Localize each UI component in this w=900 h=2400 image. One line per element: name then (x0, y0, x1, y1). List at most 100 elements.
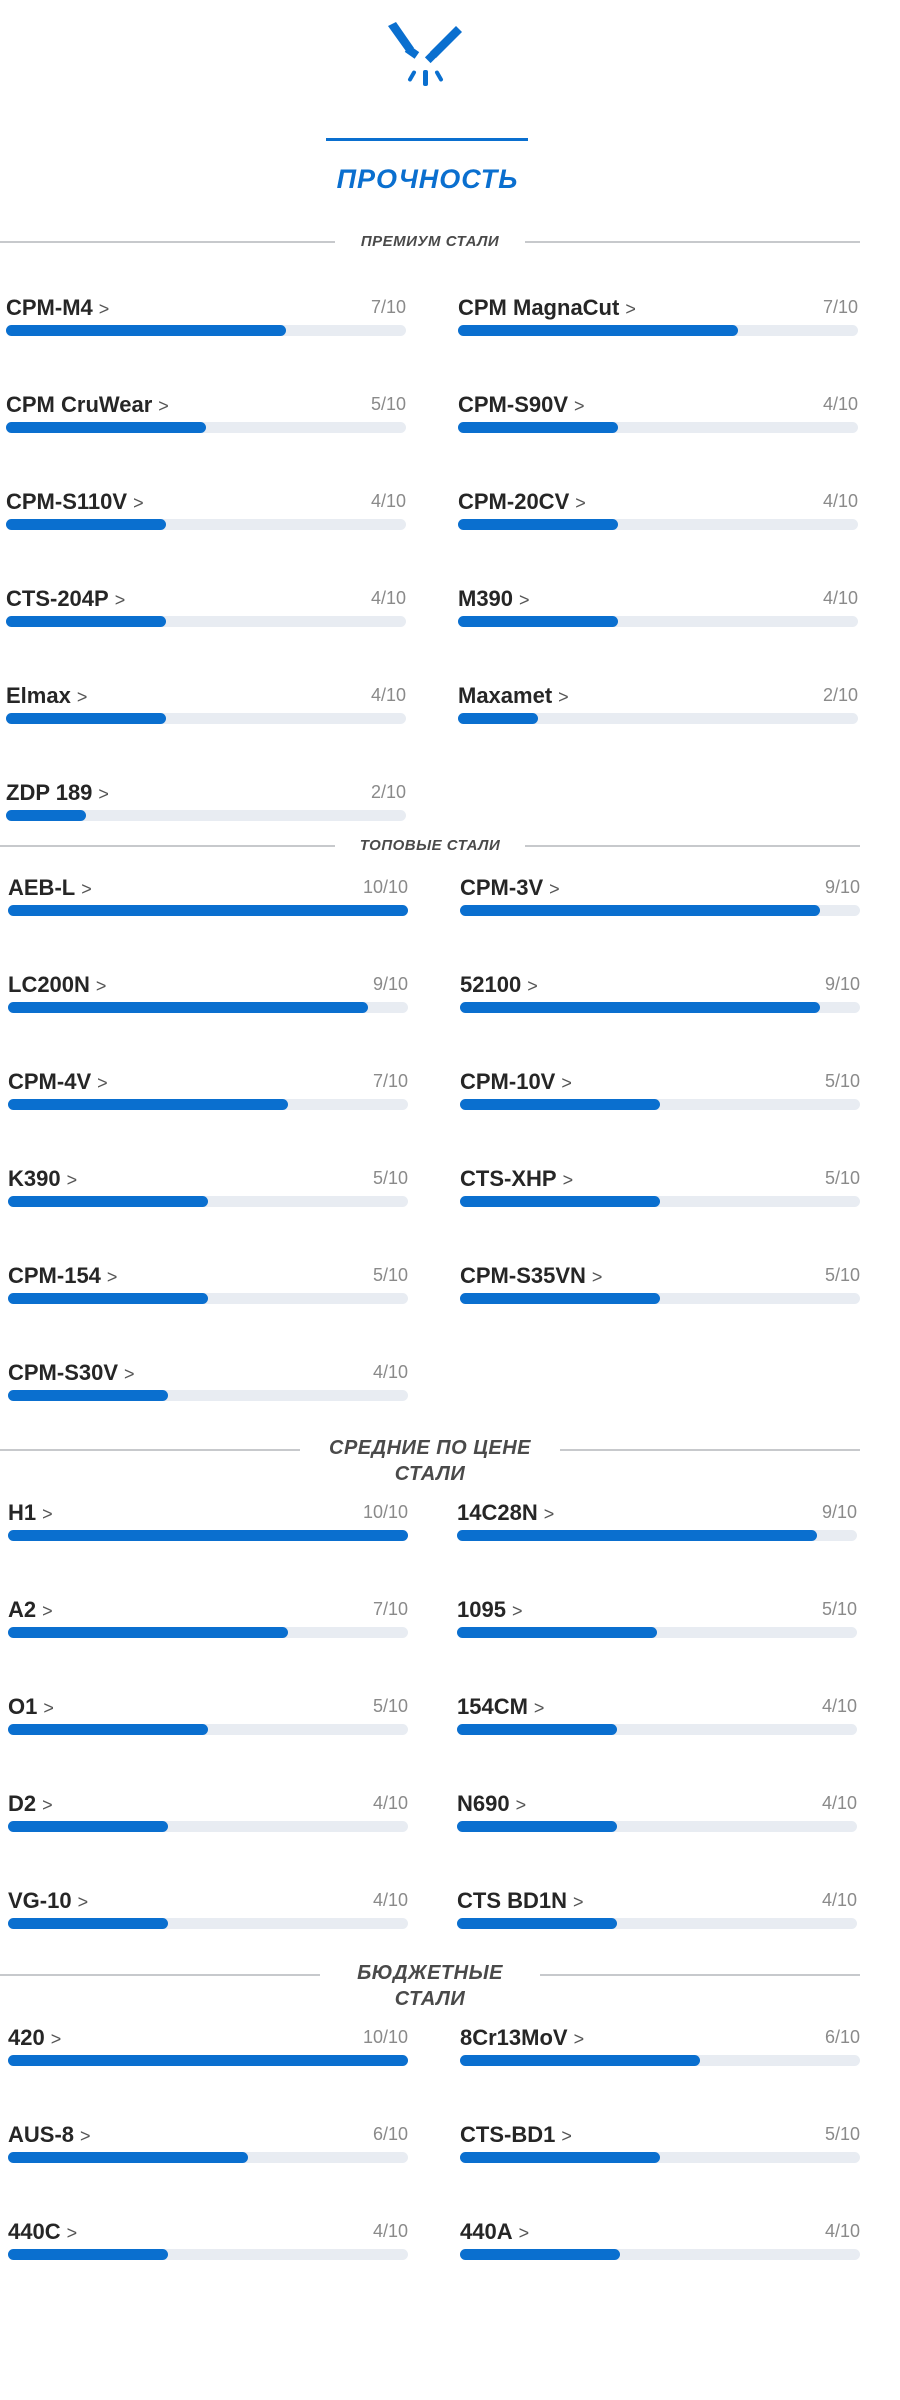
steel-name-link[interactable]: ZDP 189 > (6, 780, 109, 806)
steel-name-link[interactable]: CPM-154 > (8, 1263, 117, 1289)
steel-rating-item[interactable]: CTS-BD1 >5/10 (460, 2122, 860, 2166)
steel-rating-item[interactable]: CPM-20CV >4/10 (458, 489, 858, 533)
steel-rating-item[interactable]: N690 >4/10 (457, 1791, 857, 1835)
score-bar-track (6, 422, 406, 433)
steel-rating-item[interactable]: ZDP 189 >2/10 (6, 780, 406, 824)
steel-name: CPM-20CV (458, 489, 570, 514)
steel-name-link[interactable]: CPM MagnaCut > (458, 295, 636, 321)
steel-name-link[interactable]: 440C > (8, 2219, 77, 2245)
steel-rating-item[interactable]: CPM MagnaCut >7/10 (458, 295, 858, 339)
steel-name-link[interactable]: LC200N > (8, 972, 106, 998)
divider-rule-right (560, 1449, 860, 1451)
steel-rating-item[interactable]: A2 >7/10 (8, 1597, 408, 1641)
steel-rating-item[interactable]: CPM-4V >7/10 (8, 1069, 408, 1113)
steel-name-link[interactable]: A2 > (8, 1597, 53, 1623)
steel-rating-item[interactable]: 14C28N >9/10 (457, 1500, 857, 1544)
steel-rating-item[interactable]: CTS-204P >4/10 (6, 586, 406, 630)
steel-name-link[interactable]: CPM-3V > (460, 875, 560, 901)
steel-rating-item[interactable]: CPM-S110V >4/10 (6, 489, 406, 533)
steel-name-link[interactable]: 52100 > (460, 972, 538, 998)
steel-name-link[interactable]: Elmax > (6, 683, 87, 709)
steel-rating-item[interactable]: M390 >4/10 (458, 586, 858, 630)
steel-name-link[interactable]: M390 > (458, 586, 530, 612)
steel-name-link[interactable]: CTS-XHP > (460, 1166, 573, 1192)
steel-name-link[interactable]: N690 > (457, 1791, 526, 1817)
score-label: 7/10 (370, 297, 406, 317)
steel-name-link[interactable]: CPM-S30V > (8, 1360, 135, 1386)
score-bar-fill (457, 1530, 817, 1541)
steel-name-link[interactable]: CPM-20CV > (458, 489, 586, 515)
steel-name-link[interactable]: CPM-10V > (460, 1069, 572, 1095)
score-bar-fill (8, 905, 408, 916)
section-divider: СРЕДНИЕ ПО ЦЕНЕ СТАЛИ (0, 1435, 860, 1491)
steel-name-link[interactable]: AEB-L > (8, 875, 92, 901)
steel-rating-item[interactable]: K390 >5/10 (8, 1166, 408, 1210)
steel-rating-item[interactable]: CPM-10V >5/10 (460, 1069, 860, 1113)
steel-name-link[interactable]: 14C28N > (457, 1500, 554, 1526)
steel-rating-item[interactable]: CPM-S30V >4/10 (8, 1360, 408, 1404)
steel-rating-item[interactable]: CPM-M4 > 7/10 (6, 295, 406, 339)
steel-rating-item[interactable]: AUS-8 >6/10 (8, 2122, 408, 2166)
steel-name-link[interactable]: 440A > (460, 2219, 529, 2245)
steel-rating-item[interactable]: VG-10 > 4/10 (8, 1888, 408, 1932)
steel-name-link[interactable]: VG-10 > (8, 1888, 88, 1914)
steel-rating-item[interactable]: CTS-XHP >5/10 (460, 1166, 860, 1210)
steel-name-link[interactable]: Maxamet > (458, 683, 569, 709)
steel-name-link[interactable]: CTS-BD1 > (460, 2122, 572, 2148)
steel-rating-item[interactable]: D2 >4/10 (8, 1791, 408, 1835)
score-bar-fill (8, 1627, 288, 1638)
steel-name: Elmax (6, 683, 71, 708)
steel-name-link[interactable]: D2 > (8, 1791, 53, 1817)
steel-name: D2 (8, 1791, 37, 1816)
score-bar-fill (8, 1918, 168, 1929)
steel-rating-item[interactable]: O1 >5/10 (8, 1694, 408, 1738)
steel-name-link[interactable]: AUS-8 > (8, 2122, 91, 2148)
score-bar-fill (460, 905, 820, 916)
score-bar-track (460, 1293, 860, 1304)
steel-rating-item[interactable]: H1 >10/10 (8, 1500, 408, 1544)
divider-rule-right (525, 845, 860, 847)
chevron-right-icon: > (50, 2029, 62, 2049)
steel-rating-item[interactable]: AEB-L >10/10 (8, 875, 408, 919)
steel-rating-item[interactable]: 52100 >9/10 (460, 972, 860, 1016)
steel-rating-item[interactable]: Elmax >4/10 (6, 683, 406, 727)
divider-rule-left (0, 241, 335, 243)
steel-rating-item[interactable]: CTS BD1N >4/10 (457, 1888, 857, 1932)
steel-rating-item[interactable]: 154CM >4/10 (457, 1694, 857, 1738)
steel-name-link[interactable]: CPM-S90V > (458, 392, 585, 418)
steel-rating-item[interactable]: 440A >4/10 (460, 2219, 860, 2263)
steel-name-link[interactable]: CPM-4V > (8, 1069, 108, 1095)
steel-rating-item[interactable]: CPM CruWear >5/10 (6, 392, 406, 436)
steel-name-link[interactable]: CPM-S35VN > (460, 1263, 602, 1289)
steel-name-link[interactable]: CTS-204P > (6, 586, 125, 612)
steel-rating-item[interactable]: CPM-3V >9/10 (460, 875, 860, 919)
steel-name-link[interactable]: 8Cr13MoV > (460, 2025, 584, 2051)
chevron-right-icon: > (518, 2223, 530, 2243)
steel-name-link[interactable]: CPM-M4 > (6, 295, 109, 321)
score-label: 4/10 (372, 1890, 408, 1910)
chevron-right-icon: > (80, 2126, 91, 2146)
steel-rating-item[interactable]: 1095 >5/10 (457, 1597, 857, 1641)
chevron-right-icon: > (81, 879, 92, 899)
steel-name-link[interactable]: O1 > (8, 1694, 54, 1720)
chevron-right-icon: > (106, 1267, 118, 1287)
steel-rating-item[interactable]: CPM-154 >5/10 (8, 1263, 408, 1307)
steel-name: 440A (460, 2219, 513, 2244)
steel-rating-item[interactable]: 440C >4/10 (8, 2219, 408, 2263)
steel-name-link[interactable]: K390 > (8, 1166, 77, 1192)
score-bar-fill (6, 810, 86, 821)
steel-name-link[interactable]: CPM CruWear > (6, 392, 169, 418)
steel-name-link[interactable]: CTS BD1N > (457, 1888, 584, 1914)
steel-rating-item[interactable]: Maxamet >2/10 (458, 683, 858, 727)
steel-name-link[interactable]: 1095 > (457, 1597, 522, 1623)
steel-rating-item[interactable]: 420 >10/10 (8, 2025, 408, 2069)
steel-name-link[interactable]: CPM-S110V > (6, 489, 144, 515)
steel-rating-item[interactable]: CPM-S35VN >5/10 (460, 1263, 860, 1307)
steel-name-link[interactable]: H1 > (8, 1500, 53, 1526)
steel-name-link[interactable]: 420 > (8, 2025, 61, 2051)
steel-name-link[interactable]: 154CM > (457, 1694, 544, 1720)
steel-rating-item[interactable]: LC200N >9/10 (8, 972, 408, 1016)
chevron-right-icon: > (511, 1601, 523, 1621)
steel-rating-item[interactable]: 8Cr13MoV >6/10 (460, 2025, 860, 2069)
steel-rating-item[interactable]: CPM-S90V >4/10 (458, 392, 858, 436)
